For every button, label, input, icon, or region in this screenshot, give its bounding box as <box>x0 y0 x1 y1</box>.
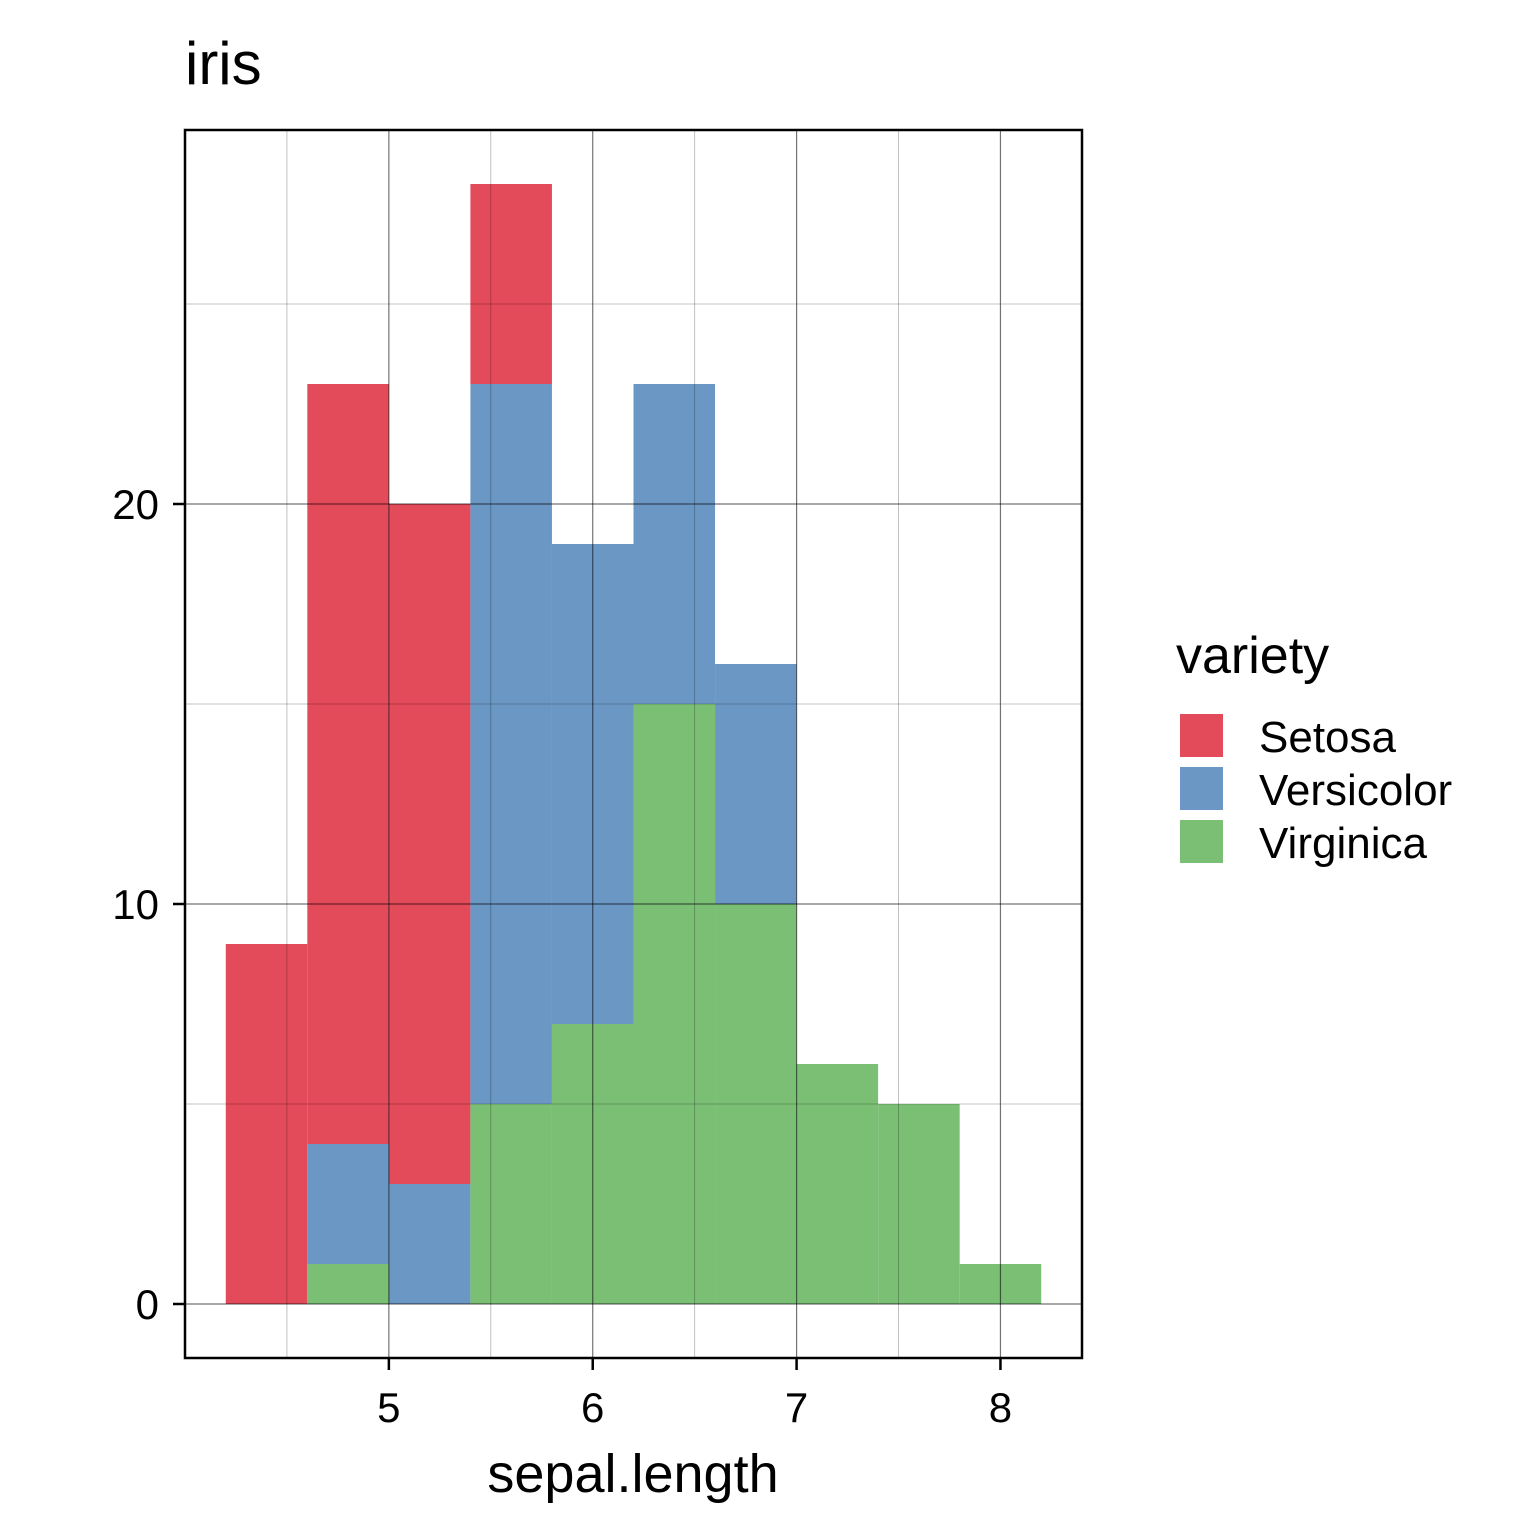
x-tick-label: 7 <box>785 1384 808 1431</box>
bar-setosa <box>470 184 552 384</box>
bar-virginica <box>715 904 797 1304</box>
legend-title: variety <box>1176 627 1329 685</box>
bar-setosa <box>388 504 471 1184</box>
plot-panel-border <box>183 128 1084 1360</box>
bar-virginica <box>878 1104 960 1304</box>
bar-virginica <box>796 1064 879 1304</box>
bar-versicolor <box>388 1184 471 1304</box>
legend-key-virginica <box>1180 820 1223 863</box>
bar-versicolor <box>633 384 716 704</box>
legend-key-versicolor <box>1180 767 1223 810</box>
legend-label-virginica: Virginica <box>1259 819 1427 868</box>
x-tick-label: 8 <box>989 1384 1012 1431</box>
bar-setosa <box>225 944 308 1304</box>
bar-versicolor <box>307 1144 389 1264</box>
bar-virginica <box>470 1104 552 1304</box>
legend-key-setosa <box>1180 714 1223 757</box>
x-tick-label: 5 <box>377 1384 400 1431</box>
bar-setosa <box>307 384 389 1144</box>
x-axis-label: sepal.length <box>487 1444 778 1504</box>
y-tick-label: 10 <box>112 881 159 928</box>
bar-virginica <box>633 704 716 1304</box>
bar-virginica <box>307 1264 389 1304</box>
chart-title: iris <box>185 30 262 97</box>
bar-versicolor <box>470 384 552 1104</box>
bar-versicolor <box>715 664 797 904</box>
y-tick-label: 20 <box>112 481 159 528</box>
legend-label-setosa: Setosa <box>1259 713 1397 762</box>
legend-label-versicolor: Versicolor <box>1259 766 1452 815</box>
x-tick-label: 6 <box>581 1384 604 1431</box>
y-tick-label: 0 <box>136 1281 159 1328</box>
